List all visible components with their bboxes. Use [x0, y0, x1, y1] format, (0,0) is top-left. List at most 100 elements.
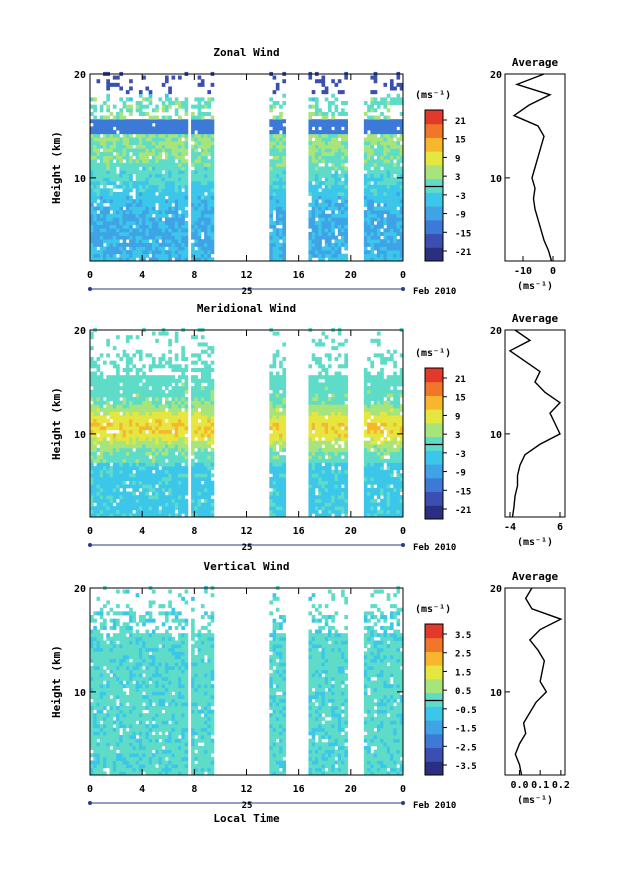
heatmap-cell [197, 188, 202, 193]
heatmap-cell [171, 242, 176, 247]
heatmap-cell [99, 250, 104, 255]
heatmap-cell [106, 144, 110, 149]
heatmap-cell [279, 250, 283, 255]
heatmap-cell [148, 502, 153, 507]
heatmap-cell [341, 137, 345, 142]
heatmap-cell [155, 375, 159, 380]
heatmap-cell [279, 444, 283, 449]
heatmap-cell [197, 217, 202, 222]
heatmap-cell [389, 210, 394, 215]
heatmap-cell [138, 422, 143, 427]
heatmap-cell [282, 404, 287, 409]
heatmap-cell [328, 177, 332, 182]
heatmap-cell [363, 462, 368, 467]
heatmap-cell [103, 447, 107, 452]
heatmap-cell [272, 133, 277, 138]
heatmap-cell [132, 221, 137, 226]
heatmap-cell [200, 133, 205, 138]
heatmap-cell [200, 378, 205, 383]
heatmap-cell [171, 162, 176, 167]
heatmap-cell [331, 181, 335, 186]
heatmap-cell [135, 199, 140, 204]
heatmap-cell [125, 451, 130, 456]
heatmap-cell [396, 119, 401, 124]
heatmap-cell [341, 386, 345, 391]
heatmap-cell [145, 506, 150, 511]
heatmap-cell [311, 144, 316, 149]
heatmap-cell [282, 177, 287, 182]
heatmap-cell [168, 166, 172, 171]
heatmap-cell [210, 346, 215, 351]
heatmap-cell [318, 191, 322, 196]
heatmap-cell [393, 188, 397, 193]
heatmap-cell [308, 426, 313, 431]
heatmap-cell [90, 191, 94, 196]
heatmap-cell [151, 184, 156, 189]
heatmap-cell [269, 148, 273, 153]
heatmap-cell [318, 357, 322, 362]
heatmap-cell [272, 221, 277, 226]
heatmap-cell [370, 75, 375, 80]
heatmap-cell [383, 155, 388, 160]
heatmap-cell [334, 144, 339, 149]
heatmap-cell [174, 181, 179, 186]
heatmap-cell [116, 246, 120, 251]
heatmap-cell [158, 429, 163, 434]
heatmap-cell [103, 170, 107, 175]
heatmap-cell [269, 217, 273, 222]
heatmap-cell [328, 498, 332, 503]
heatmap-cell [367, 191, 371, 196]
heatmap-cell [184, 170, 189, 175]
heatmap-cell [308, 173, 313, 178]
heatmap-cell [178, 126, 182, 131]
heatmap-cell [122, 480, 127, 485]
heatmap-cell [164, 466, 169, 471]
heatmap-cell [145, 206, 150, 211]
heatmap-cell [106, 206, 110, 211]
heatmap-cell [181, 166, 185, 171]
heatmap-cell [389, 141, 394, 146]
heatmap-cell [138, 195, 143, 200]
heatmap-cell [324, 199, 329, 204]
heatmap-cell [148, 137, 153, 142]
heatmap-cell [337, 133, 342, 138]
heatmap-cell [168, 487, 172, 492]
heatmap-cell [210, 206, 215, 211]
heatmap-cell [275, 231, 280, 236]
heatmap-cell [178, 473, 182, 478]
x-tick-label: 12 [240, 270, 252, 281]
heatmap-cell [341, 429, 345, 434]
heatmap-cell [191, 224, 195, 229]
heatmap-cell [272, 407, 277, 412]
heatmap-cell [318, 433, 322, 438]
heatmap-cell [341, 188, 345, 193]
heatmap-cell [132, 213, 137, 218]
heatmap-cell [324, 480, 329, 485]
heatmap-cell [328, 411, 332, 416]
heatmap-cell [109, 155, 114, 160]
heatmap-cell [321, 469, 326, 474]
heatmap-cell [204, 422, 208, 427]
heatmap-cell [93, 122, 97, 127]
heatmap-cell [363, 498, 368, 503]
heatmap-cell [308, 250, 313, 255]
heatmap-cell [324, 498, 329, 503]
heatmap-cell [145, 250, 150, 255]
heatmap-cell [168, 506, 172, 511]
heatmap-cell [191, 206, 195, 211]
heatmap-cell [204, 466, 208, 471]
heatmap-cell [194, 491, 198, 496]
heatmap-cell [161, 364, 166, 369]
heatmap-cell [200, 202, 205, 207]
heatmap-cell [112, 375, 117, 380]
heatmap-cell [376, 122, 381, 127]
heatmap-cell [207, 491, 212, 496]
heatmap-cell [337, 378, 342, 383]
heatmap-cell [393, 246, 397, 251]
heatmap-cell [272, 498, 277, 503]
heatmap-cell [396, 221, 401, 226]
heatmap-cell [204, 221, 208, 226]
heatmap-cell [96, 397, 101, 402]
heatmap-cell [158, 221, 163, 226]
heatmap-cell [399, 155, 404, 160]
